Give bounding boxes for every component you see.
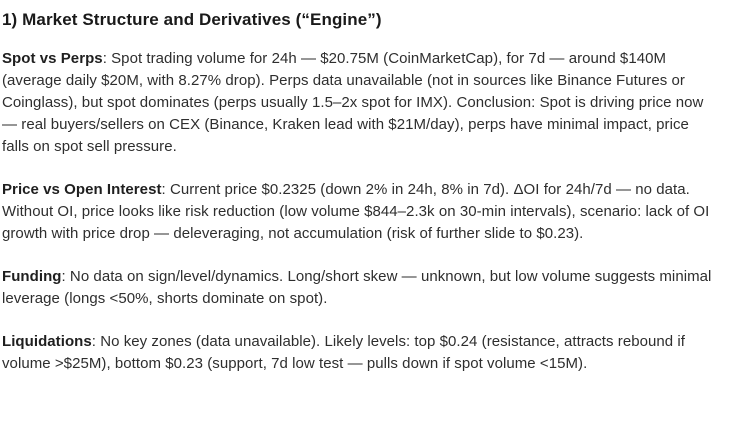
paragraph-text: : No data on sign/level/dynamics. Long/s… [2,268,712,307]
paragraph-price-vs-open-interest: Price vs Open Interest: Current price $0… [2,179,716,245]
paragraph-liquidations: Liquidations: No key zones (data unavail… [2,331,716,375]
paragraph-label: Spot vs Perps [2,50,103,67]
section-heading: 1) Market Structure and Derivatives (“En… [2,10,382,29]
paragraph-text: : No key zones (data unavailable). Likel… [2,333,686,372]
paragraph-label: Liquidations [2,333,92,350]
paragraph-spot-vs-perps: Spot vs Perps: Spot trading volume for 2… [2,48,716,158]
paragraph-text: : Spot trading volume for 24h — $20.75M … [2,50,704,155]
paragraph-label: Price vs Open Interest [2,181,162,198]
paragraph-text: : Current price $0.2325 (down 2% in 24h,… [2,181,710,242]
paragraph-funding: Funding: No data on sign/level/dynamics.… [2,266,716,310]
paragraph-label: Funding [2,268,62,285]
